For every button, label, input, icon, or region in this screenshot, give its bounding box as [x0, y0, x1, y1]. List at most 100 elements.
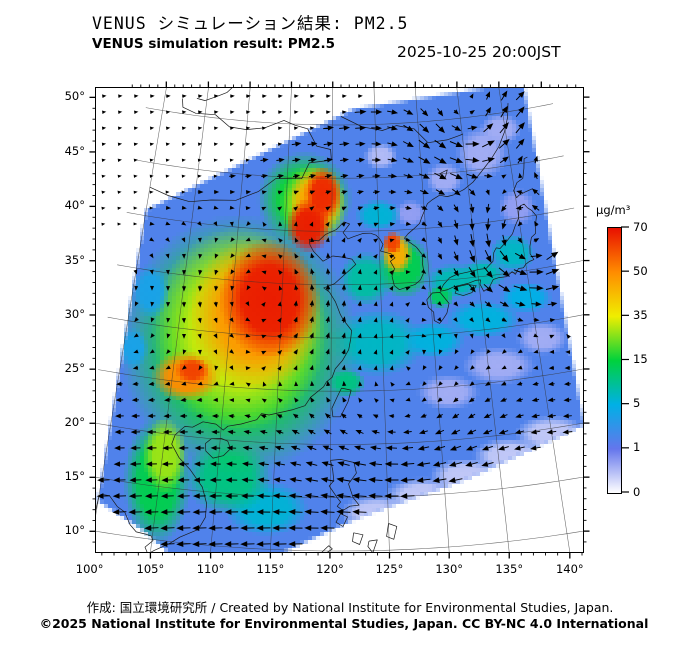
- wind-arrow: [325, 364, 330, 371]
- wind-arrow: [214, 269, 219, 276]
- wind-arrow: [181, 142, 187, 146]
- wind-arrow: [403, 157, 414, 163]
- wind-arrow: [245, 237, 251, 242]
- wind-arrow: [341, 221, 347, 227]
- wind-arrow: [196, 397, 203, 402]
- wind-arrow: [149, 349, 155, 354]
- wind-arrow: [340, 157, 350, 163]
- wind-arrow: [306, 445, 317, 451]
- wind-arrow: [165, 253, 170, 259]
- wind-arrow: [101, 158, 106, 163]
- wind-arrow: [469, 218, 475, 231]
- wind-arrow: [547, 301, 558, 307]
- wind-arrow: [548, 365, 555, 370]
- page-title-japanese: VENUS シミュレーション結果: PM2.5: [92, 14, 409, 33]
- wind-arrow: [181, 285, 187, 292]
- wind-arrow: [117, 206, 122, 210]
- wind-arrow: [294, 110, 299, 114]
- wind-arrow: [275, 430, 284, 435]
- wind-arrow: [294, 268, 299, 275]
- wind-arrow: [438, 365, 443, 371]
- wind-arrow: [197, 174, 202, 178]
- wind-arrow: [548, 381, 555, 387]
- credit-text: 作成: 国立環境研究所 / Created by National Instit…: [86, 600, 614, 615]
- wind-arrow: [469, 234, 475, 248]
- wind-arrow: [484, 397, 491, 402]
- lat-tick-label: 20°: [64, 415, 85, 430]
- wind-arrow: [453, 204, 459, 213]
- wind-arrow: [453, 251, 459, 262]
- wind-arrow: [373, 317, 378, 323]
- wind-arrow: [150, 317, 155, 323]
- wind-arrow: [422, 365, 427, 371]
- wind-arrow: [160, 509, 175, 515]
- wind-arrow: [517, 365, 523, 370]
- wind-arrow: [291, 141, 302, 147]
- wind-arrow: [198, 94, 203, 98]
- wind-arrow: [402, 141, 414, 148]
- wind-arrow: [256, 509, 271, 515]
- wind-arrow: [310, 110, 315, 114]
- wind-arrow: [177, 493, 190, 499]
- wind-arrow: [531, 204, 540, 211]
- wind-arrow: [229, 301, 234, 307]
- wind-arrow: [309, 94, 315, 98]
- wind-arrow: [278, 237, 283, 243]
- wind-arrow: [288, 493, 303, 499]
- wind-arrow: [179, 429, 188, 435]
- wind-arrow: [422, 349, 427, 355]
- wind-arrow: [501, 234, 507, 247]
- coastline-path: [321, 545, 333, 552]
- wind-arrow: [448, 461, 463, 467]
- wind-arrow: [438, 349, 443, 355]
- wind-arrow: [499, 413, 508, 418]
- lat-tick-label: 10°: [64, 523, 85, 538]
- lat-tick-label: 45°: [64, 143, 85, 158]
- wind-arrow: [501, 204, 507, 212]
- wind-arrow: [214, 110, 219, 114]
- wind-arrow: [227, 429, 236, 435]
- wind-arrow: [384, 477, 399, 483]
- wind-arrow: [149, 269, 154, 275]
- wind-arrow: [209, 477, 222, 483]
- wind-arrow: [485, 203, 491, 214]
- wind-arrow: [320, 509, 335, 515]
- wind-arrow: [354, 109, 367, 115]
- wind-arrow: [325, 94, 331, 98]
- wind-arrow: [241, 477, 254, 483]
- map-plot-area: [95, 87, 584, 553]
- wind-arrow: [272, 541, 287, 547]
- wind-arrow: [325, 348, 330, 355]
- wind-arrow: [150, 333, 155, 339]
- wind-arrow: [246, 285, 251, 291]
- wind-arrow: [405, 286, 411, 291]
- wind-arrow: [213, 158, 218, 162]
- wind-arrow: [197, 158, 202, 162]
- coastline-path: [454, 284, 477, 296]
- wind-arrow: [372, 189, 381, 195]
- wind-arrow: [320, 477, 335, 483]
- wind-arrow: [387, 125, 398, 131]
- wind-arrow: [307, 429, 316, 435]
- wind-arrow: [146, 429, 157, 435]
- wind-arrow: [454, 365, 459, 371]
- wind-arrow: [165, 237, 170, 243]
- wind-arrow: [518, 172, 523, 179]
- wind-arrow: [437, 236, 442, 244]
- wind-arrow: [469, 250, 475, 263]
- wind-arrow: [389, 254, 395, 259]
- wind-arrow: [325, 332, 330, 339]
- wind-arrow: [388, 414, 395, 419]
- wind-arrow: [438, 381, 443, 387]
- wind-arrow: [261, 301, 266, 307]
- wind-arrow: [230, 285, 235, 291]
- wind-arrow: [294, 253, 299, 259]
- wind-arrow: [404, 413, 411, 418]
- wind-arrow: [197, 317, 202, 324]
- wind-arrow: [341, 348, 346, 355]
- wind-arrow: [245, 142, 251, 146]
- wind-arrow: [357, 284, 362, 291]
- wind-arrow: [278, 381, 283, 387]
- wind-arrow: [341, 316, 346, 323]
- wind-arrow: [310, 268, 315, 275]
